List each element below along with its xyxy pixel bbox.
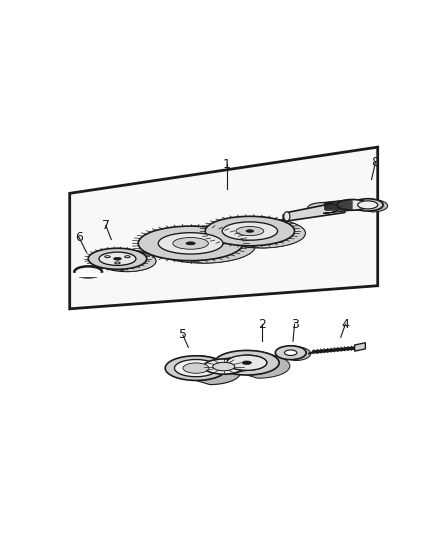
Polygon shape xyxy=(224,355,267,374)
Text: 4: 4 xyxy=(342,318,349,330)
Text: 1: 1 xyxy=(223,158,231,171)
Ellipse shape xyxy=(215,350,279,375)
Ellipse shape xyxy=(138,226,243,261)
Text: 3: 3 xyxy=(290,318,298,330)
Ellipse shape xyxy=(242,361,251,365)
Ellipse shape xyxy=(165,356,227,381)
Polygon shape xyxy=(323,199,367,213)
Ellipse shape xyxy=(307,203,339,213)
Ellipse shape xyxy=(337,199,367,210)
Ellipse shape xyxy=(186,242,195,245)
Ellipse shape xyxy=(213,362,235,371)
Polygon shape xyxy=(117,248,156,272)
Ellipse shape xyxy=(113,257,121,260)
Ellipse shape xyxy=(222,222,278,240)
Ellipse shape xyxy=(216,219,305,248)
Ellipse shape xyxy=(246,230,254,232)
Ellipse shape xyxy=(173,238,208,249)
Polygon shape xyxy=(367,199,388,212)
Ellipse shape xyxy=(276,346,306,360)
Ellipse shape xyxy=(285,350,297,356)
Ellipse shape xyxy=(204,359,244,374)
Ellipse shape xyxy=(174,359,218,377)
Text: 7: 7 xyxy=(102,219,110,232)
Polygon shape xyxy=(291,346,311,360)
Ellipse shape xyxy=(358,201,378,209)
Ellipse shape xyxy=(236,227,264,236)
Polygon shape xyxy=(196,356,240,385)
Polygon shape xyxy=(355,343,365,351)
Ellipse shape xyxy=(205,216,294,246)
Polygon shape xyxy=(191,226,255,263)
Text: 5: 5 xyxy=(179,328,187,342)
Text: 8: 8 xyxy=(371,156,379,169)
Ellipse shape xyxy=(105,256,110,257)
Ellipse shape xyxy=(183,363,209,373)
Text: 6: 6 xyxy=(75,231,83,244)
Polygon shape xyxy=(70,147,378,309)
Text: 2: 2 xyxy=(258,318,266,330)
Ellipse shape xyxy=(284,212,290,221)
Ellipse shape xyxy=(227,355,267,370)
Polygon shape xyxy=(283,213,288,220)
Ellipse shape xyxy=(115,262,120,264)
Ellipse shape xyxy=(88,248,147,269)
Polygon shape xyxy=(250,216,305,248)
Ellipse shape xyxy=(97,251,156,272)
Ellipse shape xyxy=(125,256,130,257)
Polygon shape xyxy=(287,201,345,221)
Ellipse shape xyxy=(151,229,255,263)
Ellipse shape xyxy=(352,199,383,211)
Ellipse shape xyxy=(99,252,136,265)
Ellipse shape xyxy=(158,233,223,254)
Polygon shape xyxy=(247,350,290,378)
